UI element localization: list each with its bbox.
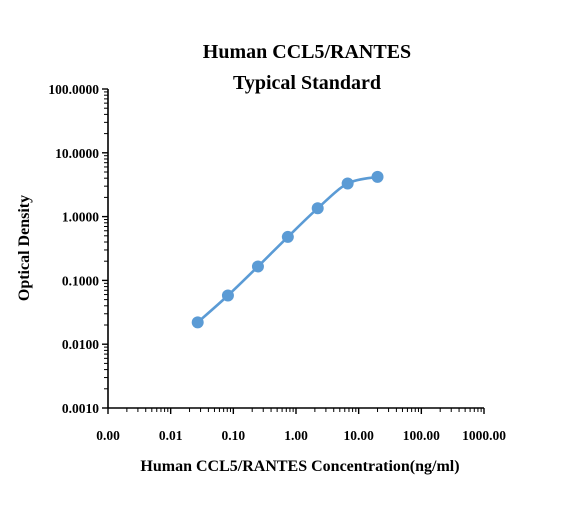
data-point <box>251 260 264 273</box>
x-axis-label: Human CCL5/RANTES Concentration(ng/ml) <box>140 458 459 475</box>
x-tick-label: 1000.00 <box>462 428 506 443</box>
y-tick-label: 1.0000 <box>62 210 99 225</box>
y-tick-label: 0.0010 <box>62 401 99 416</box>
y-tick-label: 0.1000 <box>62 273 99 288</box>
data-point <box>221 289 234 302</box>
axes <box>107 89 484 409</box>
y-tick-label: 0.0100 <box>62 337 99 352</box>
minor-ticks <box>104 91 482 412</box>
y-tick-labels: 0.0010 0.0100 0.1000 1.0000 10.0000 100.0000 <box>48 82 99 416</box>
y-axis-label: Optical Density <box>16 195 33 301</box>
data-point <box>191 316 204 329</box>
chart-title-line-1: Human CCL5/RANTES <box>203 41 411 63</box>
x-tick-label: 0.00 <box>96 428 120 443</box>
x-tick-label: 100.00 <box>403 428 440 443</box>
data-point <box>371 170 384 183</box>
x-tick-label: 1.00 <box>284 428 308 443</box>
data-point <box>341 177 354 190</box>
x-tick-labels: 0.00 0.01 0.10 1.00 10.00 100.00 1000.00 <box>96 428 506 443</box>
data-points <box>191 170 384 329</box>
data-point <box>311 202 324 215</box>
major-ticks <box>102 88 485 414</box>
y-tick-label: 100.0000 <box>48 82 99 97</box>
x-tick-label: 0.10 <box>222 428 246 443</box>
x-tick-label: 0.01 <box>159 428 183 443</box>
y-tick-label: 10.0000 <box>55 146 99 161</box>
chart-title-line-2: Typical Standard <box>233 72 381 94</box>
x-tick-label: 10.00 <box>343 428 374 443</box>
data-point <box>281 230 294 243</box>
